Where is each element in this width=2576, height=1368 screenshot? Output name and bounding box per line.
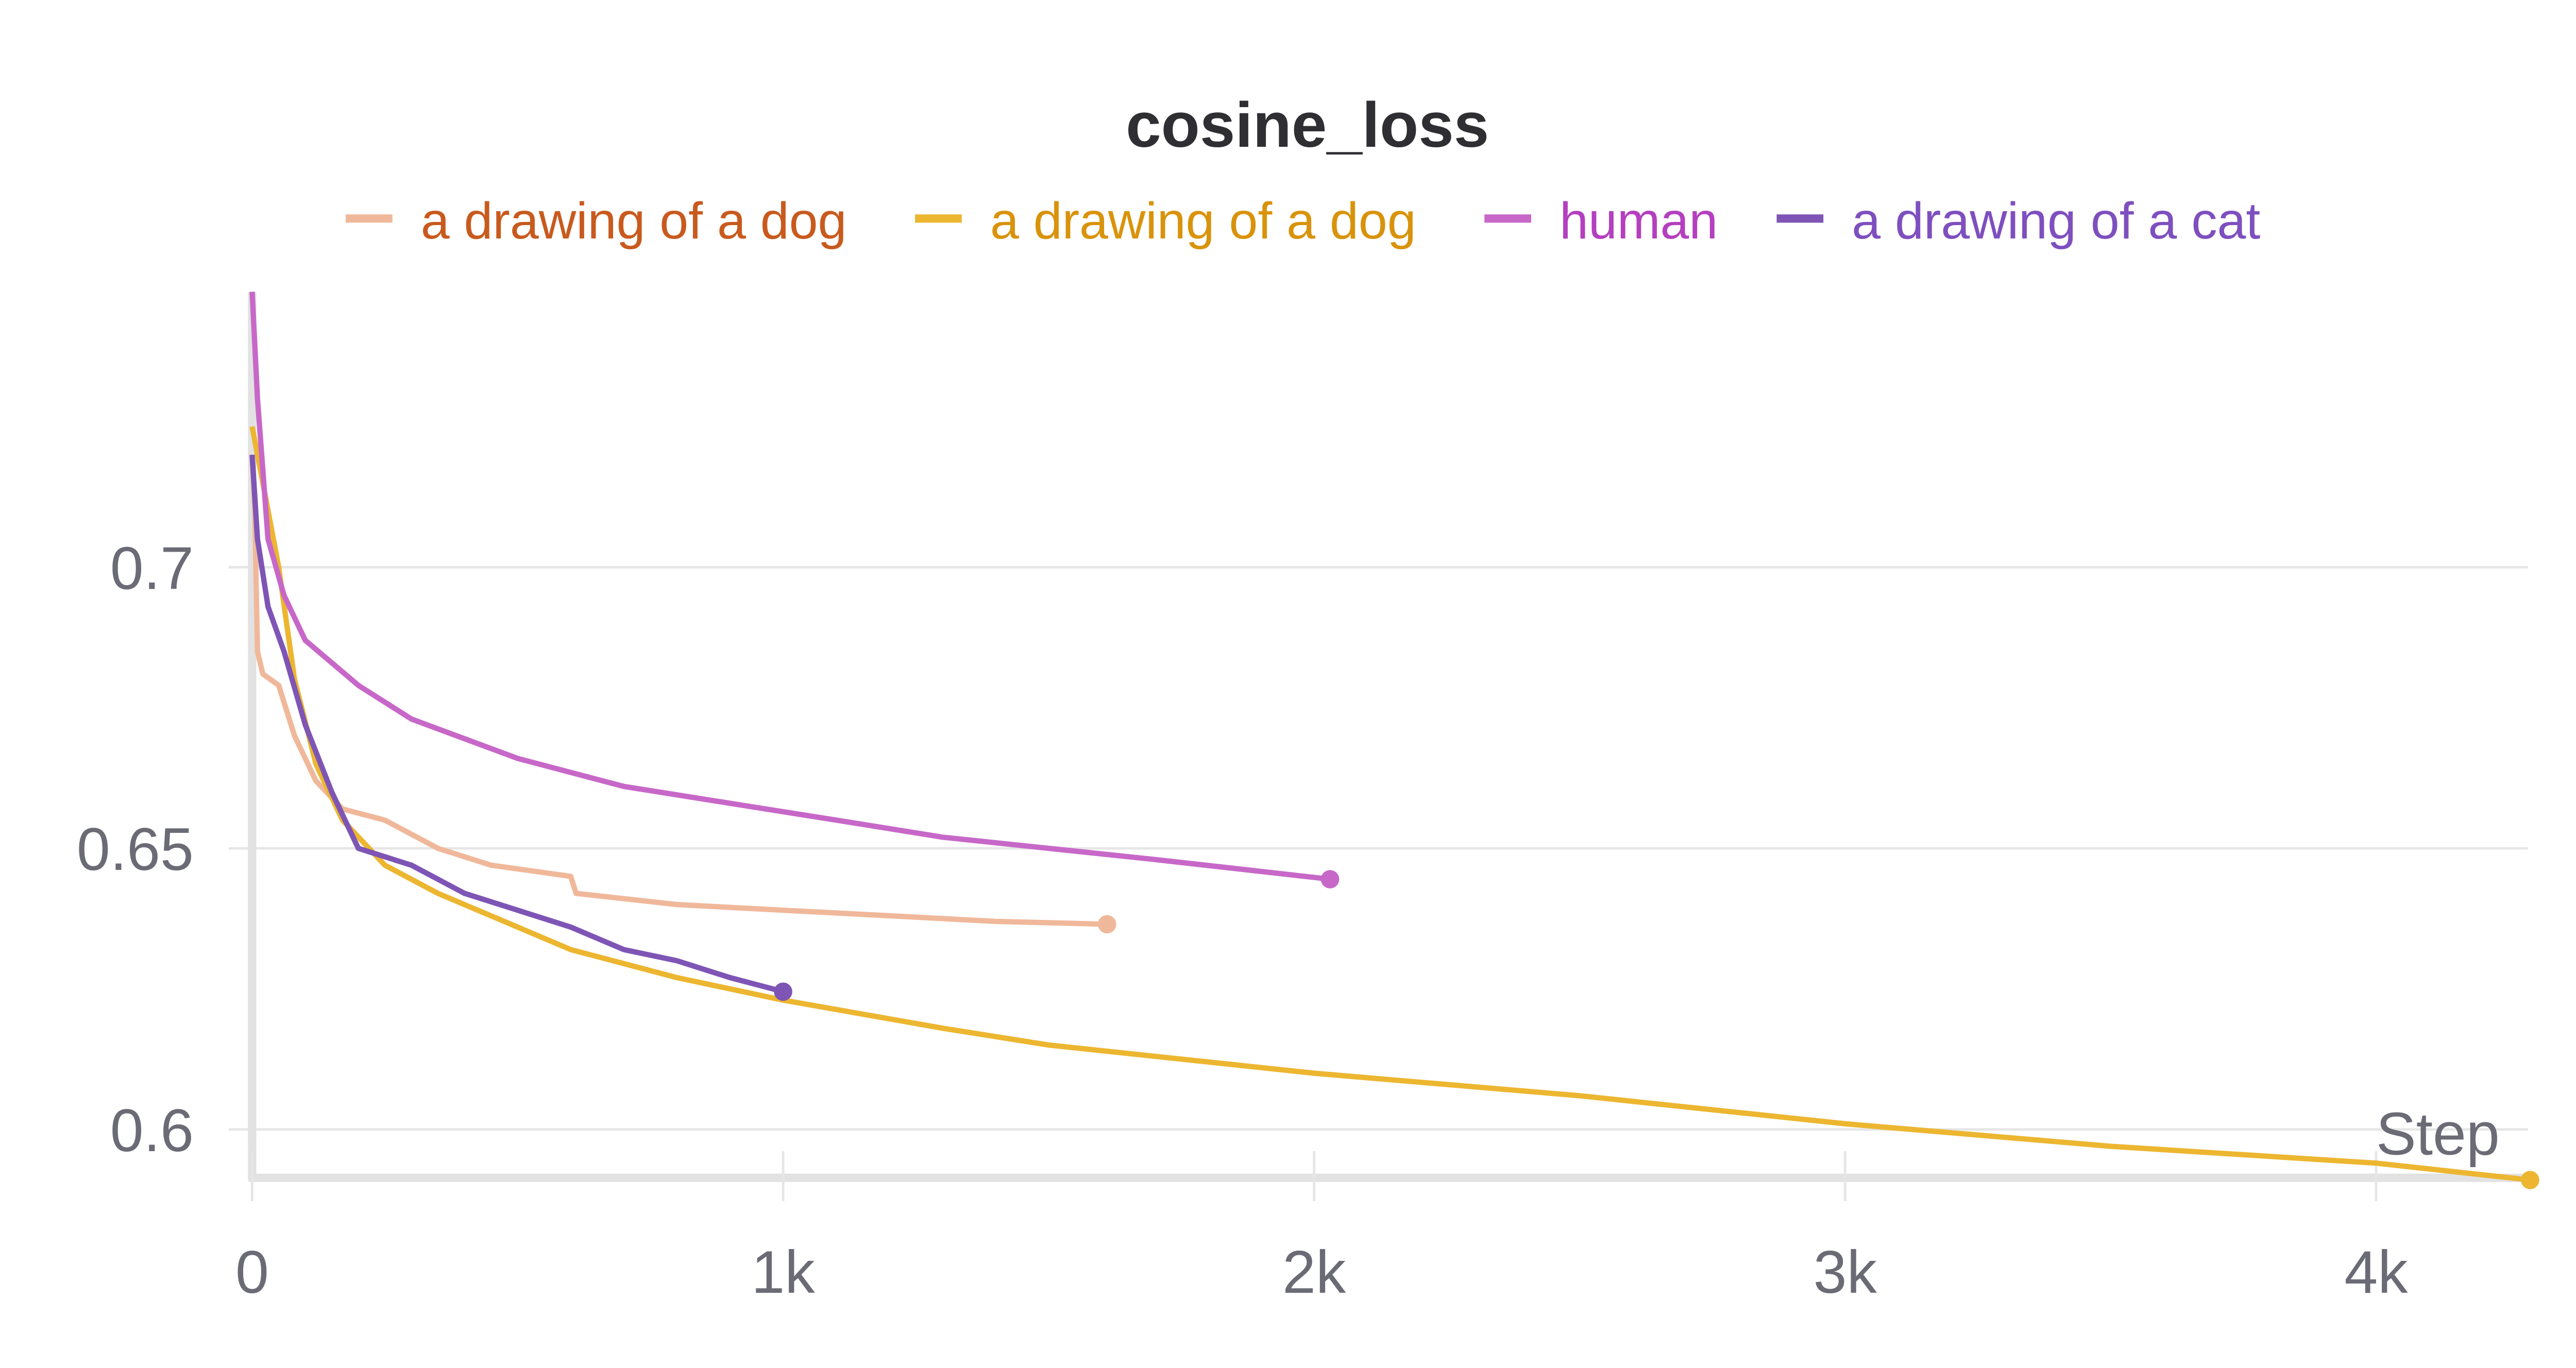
y-tick-label: 0.6 [110, 1097, 194, 1164]
x-tick-label: 4k [2344, 1238, 2408, 1306]
legend-label-0: a drawing of a dog [421, 192, 847, 250]
series-line-3 [249, 454, 784, 995]
series-end-marker-1 [2521, 1171, 2539, 1189]
legend-label-3: a drawing of a cat [1852, 192, 2260, 250]
x-tick-label: 1k [751, 1238, 815, 1306]
x-axis-label: Step [2376, 1100, 2500, 1167]
legend-label-2: human [1560, 192, 1718, 250]
chart-title: cosine_loss [1126, 90, 1489, 161]
x-tick-label: 0 [235, 1238, 269, 1306]
y-tick-label: 0.7 [110, 534, 194, 602]
series-end-marker-3 [774, 982, 792, 1001]
series-line-1 [249, 426, 2531, 1183]
axes [248, 292, 2528, 1202]
legend: a drawing of a dog a drawing of a dog huma… [345, 192, 2260, 250]
series-line-0 [249, 454, 1107, 927]
series-end-marker-2 [1320, 870, 1340, 888]
tick-labels: 0.6 0.65 0.7 0 1k 2k 3k 4k [77, 534, 2408, 1306]
legend-label-1: a drawing of a dog [990, 192, 1416, 250]
series-lines [249, 292, 2539, 1189]
x-tick-label: 2k [1282, 1238, 1346, 1306]
y-tick-label: 0.65 [77, 815, 194, 883]
series-end-marker-0 [1097, 915, 1116, 934]
series-line-2 [249, 292, 1331, 882]
gridlines [229, 566, 2528, 1131]
x-tick-label: 3k [1814, 1238, 1877, 1306]
